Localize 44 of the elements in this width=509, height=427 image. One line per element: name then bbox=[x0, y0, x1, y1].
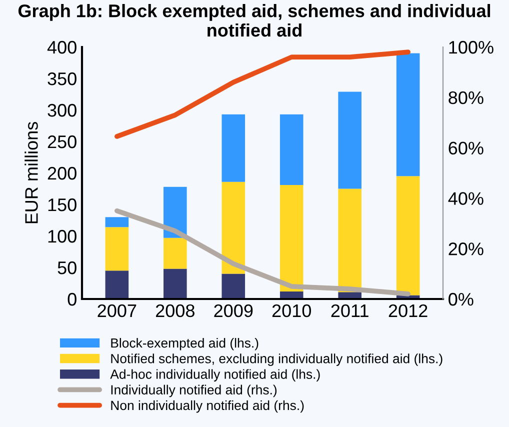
bar bbox=[105, 217, 129, 228]
y-axis-title: EUR millions bbox=[24, 122, 38, 224]
legend-label: Non individually notified aid (rhs.) bbox=[111, 400, 304, 413]
bar bbox=[280, 114, 304, 185]
line-series bbox=[114, 208, 410, 296]
bar bbox=[396, 53, 420, 176]
y-tick-label: 50 bbox=[58, 261, 76, 274]
x-tick-label: 2012 bbox=[388, 304, 428, 318]
x-tick-label: 2010 bbox=[272, 304, 311, 318]
y-tick-label: 250 bbox=[48, 135, 76, 148]
legend-label: Individually notified aid (rhs.) bbox=[111, 384, 277, 398]
y-tick-label: 150 bbox=[48, 198, 76, 212]
bar bbox=[280, 184, 304, 292]
y2-tick-label: 40% bbox=[448, 192, 484, 205]
x-tick-label: 2009 bbox=[214, 304, 253, 318]
x-tick-label: 2007 bbox=[98, 304, 136, 318]
bar bbox=[105, 270, 129, 299]
y2-tick-label: 20% bbox=[448, 242, 484, 256]
chart-title: Graph 1b: Block exempted aid, schemes and individual notified aid bbox=[18, 4, 490, 37]
legend-label: Ad-hoc individually notified aid (lhs.) bbox=[110, 369, 320, 382]
bar bbox=[164, 238, 187, 269]
bar bbox=[222, 182, 246, 274]
y-tick-label: 350 bbox=[48, 72, 76, 86]
legend-label: Notified schemes, excluding individually notified aid (lhs.) bbox=[111, 354, 442, 366]
y-tick-label: 100 bbox=[48, 230, 76, 243]
y-tick-label: 300 bbox=[48, 104, 76, 117]
y2-tick-label: 0% bbox=[448, 292, 474, 306]
legend-label: Block-exempted aid (lhs.) bbox=[111, 338, 258, 350]
y-tick-label: 200 bbox=[48, 166, 76, 180]
bar bbox=[338, 92, 362, 189]
y-tick-label: 400 bbox=[47, 40, 76, 54]
x-tick-label: 2008 bbox=[156, 304, 194, 318]
y2-tick-label: 80% bbox=[448, 91, 484, 104]
y2-tick-label: 100% bbox=[449, 40, 494, 54]
y-tick-label: 0 bbox=[68, 292, 76, 306]
bar bbox=[222, 274, 246, 299]
line-series bbox=[114, 50, 410, 139]
y2-tick-label: 60% bbox=[448, 142, 484, 155]
bar bbox=[164, 268, 187, 299]
x-tick-label: 2011 bbox=[331, 304, 368, 318]
bar bbox=[222, 114, 246, 182]
bar bbox=[396, 176, 420, 296]
bar bbox=[105, 227, 129, 271]
bar bbox=[338, 188, 362, 292]
